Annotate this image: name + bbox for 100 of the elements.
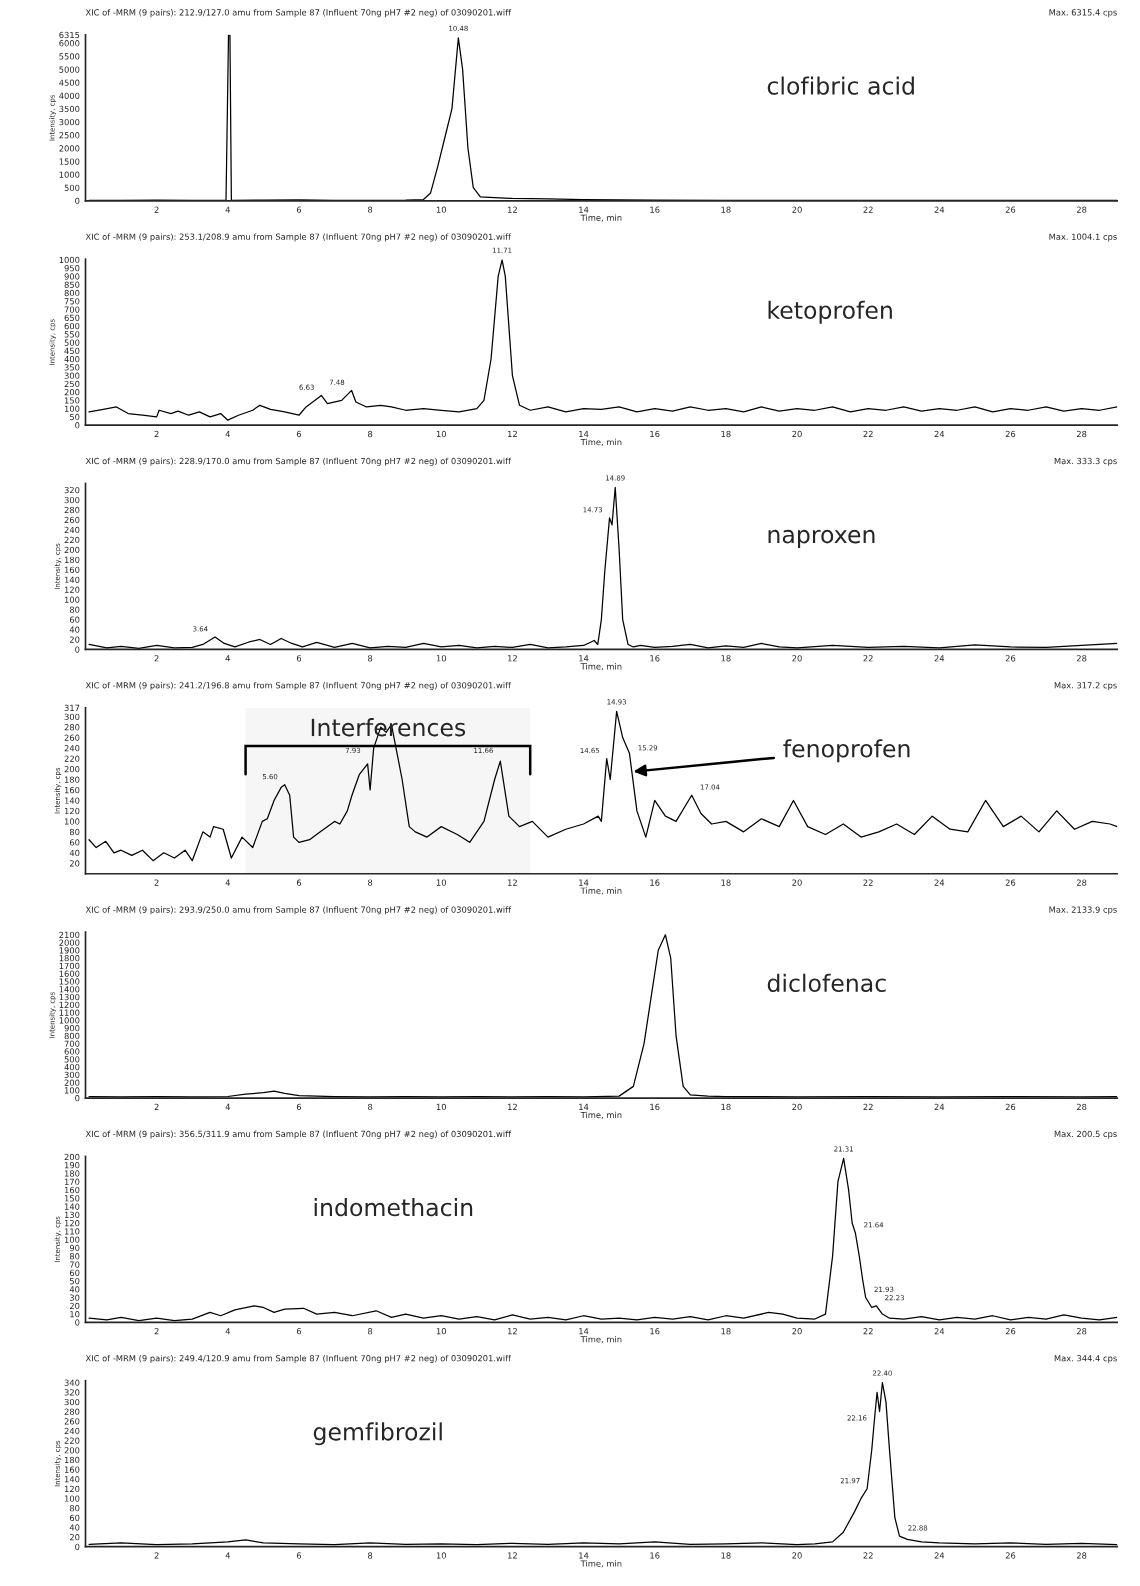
x-tick-label: 10 <box>436 1328 447 1335</box>
chart-subtitle: Max. 6315.4 cps <box>1049 9 1117 18</box>
y-tick-label: 130 <box>64 1211 80 1219</box>
y-tick-label: 2100 <box>59 931 80 938</box>
x-tick-label: 14 <box>579 1103 589 1110</box>
x-tick-label: 22 <box>863 1328 873 1335</box>
y-tick-label: 160 <box>64 566 80 573</box>
y-tick-label: 700 <box>64 1040 80 1047</box>
y-tick-label: 0 <box>75 197 80 205</box>
y-tick-label: 260 <box>64 734 80 741</box>
x-tick-label: 20 <box>792 206 802 213</box>
chart-title: XIC of -MRM (9 pairs): 212.9/127.0 amu from Sample 87 (Influent 70ng pH7 #2 neg) of 03090201.wiff <box>85 9 512 18</box>
y-tick-label: 1700 <box>59 962 80 970</box>
y-tick-label: 450 <box>64 347 80 355</box>
chart-title: XIC of -MRM (9 pairs): 356.5/311.9 amu from Sample 87 (Influent 70ng pH7 #2 neg) of 03090201.wiff <box>85 1130 512 1139</box>
y-tick-label: 260 <box>64 516 80 524</box>
y-tick-label: 340 <box>64 1379 80 1386</box>
y-tick-label: 1200 <box>59 1001 80 1008</box>
y-tick-label: 190 <box>64 1162 80 1169</box>
x-tick-label: 16 <box>650 206 660 213</box>
x-tick-label: 14 <box>579 1328 589 1335</box>
y-tick-label: 300 <box>64 496 80 504</box>
y-tick-label: 100 <box>64 405 80 412</box>
y-tick-label: 200 <box>64 766 80 773</box>
y-tick-label: 200 <box>64 1447 80 1454</box>
x-tick-label: 6 <box>296 879 302 886</box>
x-tick-label: 20 <box>792 1552 802 1559</box>
x-tick-label: 22 <box>863 1552 873 1559</box>
y-tick-label: 600 <box>64 322 80 330</box>
y-tick-label: 140 <box>64 576 80 583</box>
y-tick-label: 5000 <box>59 66 80 73</box>
y-tick-label: 100 <box>64 818 80 825</box>
x-tick-label: 22 <box>863 206 873 213</box>
y-tick-label: 20 <box>69 636 80 643</box>
y-tick-label: 100 <box>64 1236 80 1243</box>
x-tick-label: 14 <box>579 206 589 213</box>
x-tick-label: 2 <box>154 1103 159 1110</box>
y-tick-label: 6315 <box>59 31 80 39</box>
x-tick-label: 24 <box>934 1328 945 1335</box>
y-tick-label: 550 <box>64 331 80 338</box>
annotation: clofibric acid <box>767 76 914 95</box>
y-tick-label: 1900 <box>59 947 80 954</box>
y-tick-label: 160 <box>64 786 80 794</box>
y-tick-label: 80 <box>69 1505 80 1512</box>
x-tick-label: 18 <box>721 430 731 438</box>
line-series <box>88 934 1118 1098</box>
chart-subtitle: Max. 200.5 cps <box>1054 1130 1117 1139</box>
x-tick-label: 18 <box>721 655 731 662</box>
x-tick-label: 26 <box>1005 1103 1016 1111</box>
y-tick-label: 200 <box>64 389 80 396</box>
x-tick-label: 14 <box>579 1552 589 1559</box>
annotation: indomethacin <box>314 1198 473 1217</box>
line-series <box>88 259 1118 421</box>
y-tick-label: 1100 <box>59 1009 80 1016</box>
y-tick-label: 320 <box>64 486 80 494</box>
y-tick-label: 1400 <box>59 986 80 993</box>
x-axis-title: Time, min <box>580 887 622 895</box>
x-tick-label: 2 <box>154 879 159 886</box>
x-tick-label: 24 <box>934 655 945 662</box>
x-tick-label: 10 <box>436 206 447 213</box>
y-tick-label: 260 <box>64 1418 80 1425</box>
y-tick-label: 350 <box>64 364 80 371</box>
y-tick-label: 300 <box>64 372 80 379</box>
y-tick-label: 200 <box>64 546 80 554</box>
y-tick-label: 240 <box>64 526 80 534</box>
y-tick-label: 20 <box>69 1534 80 1541</box>
y-tick-label: 280 <box>64 506 80 514</box>
x-tick-label: 8 <box>368 1103 373 1111</box>
y-tick-label: 1000 <box>59 1017 80 1024</box>
annotation: diclofenac <box>767 973 886 993</box>
x-tick-label: 28 <box>1076 206 1087 213</box>
y-tick-label: 0 <box>75 422 80 429</box>
x-tick-label: 8 <box>368 655 373 662</box>
x-tick-label: 12 <box>508 430 517 438</box>
y-tick-label: 240 <box>64 745 80 752</box>
y-tick-label: 140 <box>64 1203 80 1210</box>
y-tick-label: 60 <box>69 1514 80 1521</box>
y-tick-label: 1500 <box>59 158 80 165</box>
x-tick-label: 8 <box>368 1552 373 1559</box>
chart-subtitle: Max. 333.3 cps <box>1054 457 1117 466</box>
y-tick-label: 3000 <box>59 118 80 126</box>
x-tick-label: 8 <box>368 879 373 886</box>
x-tick-label: 16 <box>650 655 660 662</box>
y-tick-label: 700 <box>64 306 80 313</box>
x-tick-label: 22 <box>863 879 873 886</box>
y-tick-label: 300 <box>64 1071 80 1079</box>
x-tick-label: 6 <box>296 1103 302 1111</box>
y-tick-label: 40 <box>69 849 80 857</box>
x-tick-label: 26 <box>1005 1552 1016 1559</box>
y-tick-label: 20 <box>69 1302 80 1310</box>
x-tick-label: 12 <box>508 1328 517 1335</box>
y-tick-label: 5500 <box>59 53 80 60</box>
y-tick-label: 1300 <box>59 993 80 1001</box>
y-tick-label: 0 <box>75 1543 80 1550</box>
x-tick-label: 4 <box>225 879 230 886</box>
x-tick-label: 6 <box>296 1328 302 1335</box>
chart-title: XIC of -MRM (9 pairs): 228.9/170.0 amu from Sample 87 (Influent 70ng pH7 #2 neg) of 03090201.wiff <box>85 457 512 466</box>
x-tick-label: 12 <box>508 206 517 213</box>
x-tick-label: 28 <box>1076 430 1087 438</box>
x-tick-label: 26 <box>1005 655 1016 662</box>
